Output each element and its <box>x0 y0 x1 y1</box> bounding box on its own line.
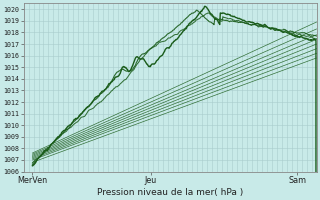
X-axis label: Pression niveau de la mer( hPa ): Pression niveau de la mer( hPa ) <box>97 188 243 197</box>
